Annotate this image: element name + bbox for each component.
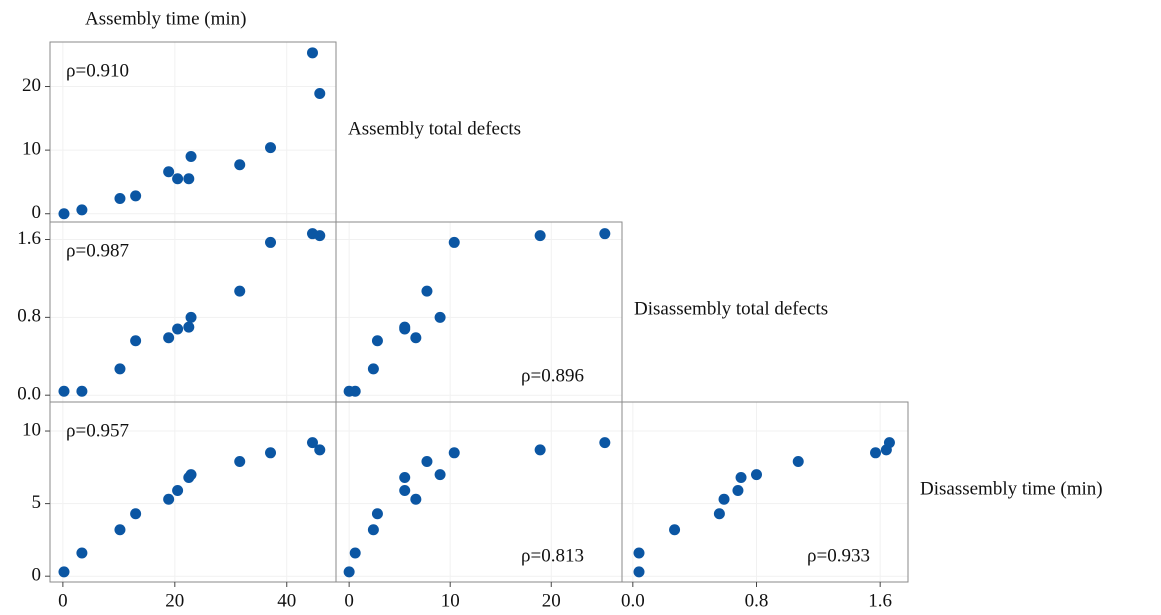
- point: [265, 447, 277, 459]
- x-tick-label: 20: [165, 590, 184, 611]
- y-tick-label: 5: [32, 492, 42, 513]
- variable-label: Assembly total defects: [348, 118, 521, 139]
- point: [265, 236, 277, 248]
- point: [399, 485, 411, 497]
- correlation-label: ρ=0.813: [521, 545, 584, 566]
- point: [399, 321, 411, 333]
- point: [633, 547, 645, 559]
- point: [750, 469, 762, 481]
- point: [76, 385, 88, 397]
- point: [732, 485, 744, 497]
- point: [172, 323, 184, 335]
- x-tick-label: 20: [542, 590, 561, 611]
- point: [76, 204, 88, 216]
- point: [234, 285, 246, 297]
- point: [314, 444, 326, 456]
- point: [234, 159, 246, 171]
- point: [163, 166, 175, 178]
- correlation-label: ρ=0.987: [66, 240, 129, 261]
- point: [349, 547, 361, 559]
- x-tick-label: 0.0: [621, 590, 645, 611]
- y-tick-label: 20: [22, 75, 41, 96]
- y-tick-label: 0: [32, 565, 42, 586]
- point: [185, 469, 197, 481]
- point: [792, 456, 804, 468]
- y-tick-label: 10: [22, 419, 41, 440]
- point: [421, 285, 433, 297]
- point: [183, 321, 195, 333]
- point: [234, 456, 246, 468]
- point: [371, 335, 383, 347]
- point: [349, 385, 361, 397]
- correlation-label: ρ=0.896: [521, 365, 584, 386]
- point: [534, 444, 546, 456]
- correlation-label: ρ=0.957: [66, 420, 129, 441]
- point: [76, 547, 88, 559]
- point: [265, 142, 277, 154]
- point: [713, 508, 725, 520]
- point: [399, 471, 411, 483]
- x-tick-label: 40: [277, 590, 296, 611]
- variable-label: Assembly time (min): [85, 8, 246, 29]
- point: [185, 150, 197, 162]
- point: [367, 524, 379, 536]
- point: [58, 385, 70, 397]
- point: [448, 447, 460, 459]
- point: [183, 173, 195, 185]
- point: [185, 311, 197, 323]
- point: [172, 485, 184, 497]
- point: [434, 311, 446, 323]
- y-tick-label: 10: [22, 138, 41, 159]
- point: [870, 447, 882, 459]
- point: [306, 437, 318, 449]
- point: [669, 524, 681, 536]
- point: [371, 508, 383, 520]
- point: [163, 493, 175, 505]
- point: [421, 456, 433, 468]
- point: [434, 469, 446, 481]
- x-tick-label: 0: [58, 590, 68, 611]
- point: [163, 332, 175, 344]
- x-tick-label: 0: [344, 590, 354, 611]
- correlation-label: ρ=0.910: [66, 60, 129, 81]
- point: [599, 437, 611, 449]
- x-tick-label: 0.8: [745, 590, 769, 611]
- point: [114, 192, 126, 204]
- point: [114, 524, 126, 536]
- variable-label: Disassembly total defects: [634, 298, 828, 319]
- point: [114, 363, 126, 375]
- point: [599, 228, 611, 240]
- y-tick-label: 0.8: [17, 306, 41, 327]
- point: [534, 230, 546, 242]
- point: [410, 332, 422, 344]
- point: [130, 190, 142, 202]
- variable-label: Disassembly time (min): [920, 478, 1103, 499]
- y-tick-label: 0: [32, 202, 42, 223]
- point: [130, 335, 142, 347]
- x-tick-label: 10: [441, 590, 460, 611]
- point: [718, 493, 730, 505]
- point: [58, 208, 70, 220]
- point: [410, 493, 422, 505]
- point: [343, 566, 355, 578]
- point: [130, 508, 142, 520]
- y-tick-label: 1.6: [17, 228, 41, 249]
- x-tick-label: 1.6: [868, 590, 892, 611]
- point: [367, 363, 379, 375]
- point: [880, 444, 892, 456]
- point: [172, 173, 184, 185]
- point: [58, 566, 70, 578]
- point: [448, 236, 460, 248]
- point: [306, 47, 318, 59]
- panel-frame: [621, 401, 909, 583]
- point: [735, 471, 747, 483]
- point: [314, 230, 326, 242]
- point: [633, 566, 645, 578]
- correlation-label: ρ=0.933: [807, 545, 870, 566]
- point: [314, 88, 326, 100]
- y-tick-label: 0.0: [17, 384, 41, 405]
